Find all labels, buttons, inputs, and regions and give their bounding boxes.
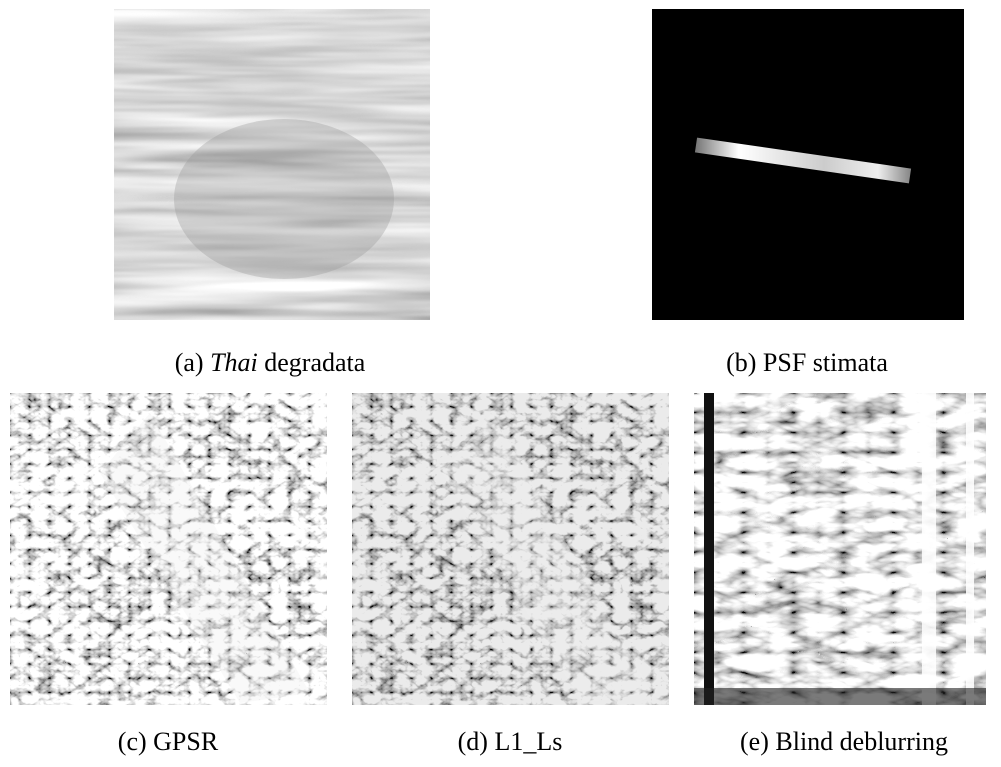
blind-deblurring-image: [694, 393, 986, 705]
caption: (b) PSF stimata: [726, 348, 888, 378]
caption-text: GPSR: [153, 727, 218, 756]
caption-italic: Thai: [210, 348, 258, 377]
l1ls-image: [352, 393, 669, 705]
caption: (d) L1_Ls: [458, 727, 563, 757]
caption: (a) Thai degradata: [175, 348, 366, 378]
panel-label: (d): [458, 727, 488, 756]
caption-text: Blind deblurring: [775, 727, 948, 756]
gpsr-image: [10, 393, 327, 705]
degraded-image: [114, 9, 430, 320]
page: (a) Thai degradata (b) PSF stimata (c) G…: [0, 0, 1001, 767]
caption: (c) GPSR: [118, 727, 218, 757]
panel-label: (c): [118, 727, 147, 756]
caption-text: PSF stimata: [763, 348, 888, 377]
caption-text: degradata: [264, 348, 365, 377]
panel-label: (b): [726, 348, 756, 377]
panel-label: (e): [740, 727, 769, 756]
caption-text: L1_Ls: [494, 727, 562, 756]
caption: (e) Blind deblurring: [740, 727, 948, 757]
psf-image: [652, 9, 964, 320]
panel-label: (a): [175, 348, 204, 377]
